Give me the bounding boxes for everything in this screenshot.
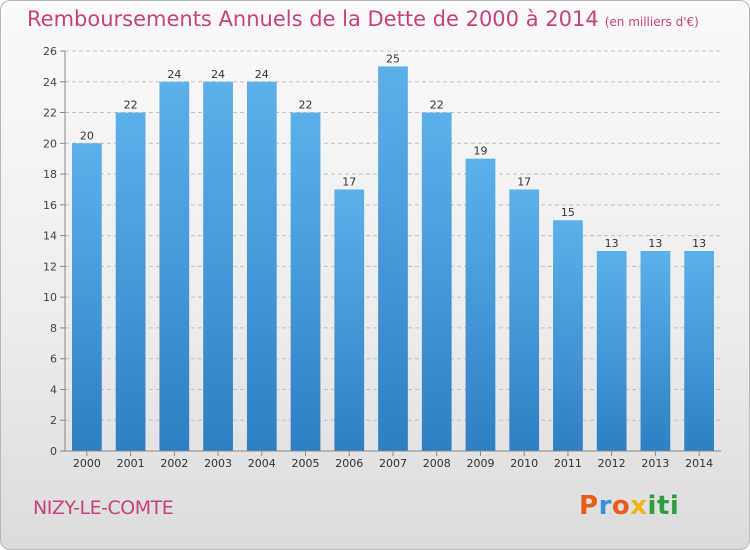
x-tick-label: 2008	[423, 457, 451, 470]
x-tick-label: 2003	[204, 457, 232, 470]
bar	[334, 189, 365, 451]
bar-layer	[71, 66, 715, 452]
x-tick-label: 2009	[466, 457, 494, 470]
y-tick-label: 18	[43, 168, 57, 181]
y-tick-label: 20	[43, 137, 57, 150]
bar-value-label: 17	[517, 175, 531, 188]
bar	[246, 81, 277, 452]
bar-value-label: 24	[255, 68, 269, 81]
logo-letter: P	[579, 491, 599, 521]
x-tick-label: 2014	[685, 457, 713, 470]
bar-value-label: 15	[561, 206, 575, 219]
bar-value-label: 22	[430, 99, 444, 112]
x-tick-label: 2001	[117, 457, 145, 470]
bar	[159, 81, 190, 452]
x-tick-label: 2007	[379, 457, 407, 470]
y-tick-label: 22	[43, 107, 57, 120]
logo-letter: o	[611, 491, 631, 521]
bar-value-label: 17	[342, 175, 356, 188]
y-tick-label: 8	[50, 322, 57, 335]
chart-subtitle: (en milliers d'€)	[604, 15, 699, 29]
bar-value-label: 22	[299, 99, 313, 112]
x-tick-label: 2005	[292, 457, 320, 470]
bar	[378, 66, 408, 451]
bar-value-label: 13	[648, 237, 662, 250]
bar	[640, 251, 671, 451]
x-tick-label: 2013	[641, 457, 669, 470]
y-tick-label: 24	[43, 76, 57, 89]
y-tick-label: 4	[50, 383, 57, 396]
bar	[465, 158, 496, 451]
axis-layer: 0246810121416182022242620200022200124200…	[43, 45, 721, 470]
bar	[71, 143, 102, 452]
bar-value-label: 20	[80, 129, 94, 142]
logo-letter: t	[656, 491, 670, 521]
bar-value-label: 24	[167, 68, 181, 81]
bar-value-label: 19	[473, 145, 487, 158]
x-tick-label: 2000	[73, 457, 101, 470]
bar	[509, 189, 540, 451]
x-tick-label: 2006	[335, 457, 363, 470]
bar-value-label: 24	[211, 68, 225, 81]
bar	[684, 251, 715, 451]
x-tick-label: 2002	[160, 457, 188, 470]
logo-letter: i	[669, 491, 680, 521]
chart-title: Remboursements Annuels de la Dette de 20…	[27, 7, 699, 31]
y-tick-label: 0	[50, 445, 57, 458]
bar-value-label: 22	[124, 99, 138, 112]
y-tick-label: 14	[43, 230, 57, 243]
chart-title-text: Remboursements Annuels de la Dette de 20…	[27, 7, 599, 31]
bar	[596, 251, 627, 451]
y-tick-label: 6	[50, 353, 57, 366]
x-tick-label: 2010	[510, 457, 538, 470]
bar-value-label: 25	[386, 52, 400, 65]
bar-value-label: 13	[605, 237, 619, 250]
commune-name: NIZY-LE-COMTE	[33, 497, 174, 519]
x-tick-label: 2012	[598, 457, 626, 470]
bar	[115, 112, 146, 452]
bar	[553, 220, 583, 451]
logo-letter: x	[630, 491, 648, 521]
bar	[290, 112, 321, 452]
logo-letter: r	[598, 491, 612, 521]
bar-value-label: 13	[692, 237, 706, 250]
y-tick-label: 10	[43, 291, 57, 304]
x-tick-label: 2011	[554, 457, 582, 470]
y-tick-label: 12	[43, 260, 57, 273]
bar	[203, 81, 233, 452]
y-tick-label: 2	[50, 414, 57, 427]
y-tick-label: 16	[43, 199, 57, 212]
proxiti-logo[interactable]: Proxiti	[579, 491, 679, 521]
logo-letter: i	[647, 491, 657, 521]
y-tick-label: 26	[43, 45, 57, 58]
bar	[421, 112, 452, 452]
x-tick-label: 2004	[248, 457, 276, 470]
